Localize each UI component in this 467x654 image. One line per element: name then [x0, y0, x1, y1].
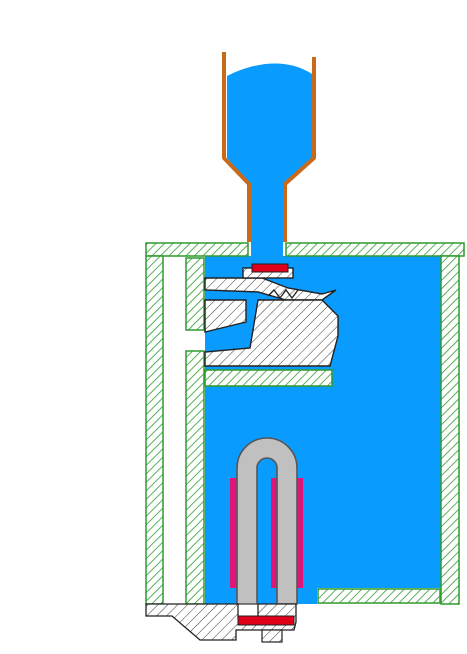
coil-left: [230, 478, 237, 588]
float-block: [204, 299, 339, 367]
valve-spring-icon: [267, 288, 299, 300]
top-wall-left: [145, 242, 249, 257]
inner-left-wall-lower: [185, 350, 205, 605]
float-valve-icon: [204, 263, 339, 367]
coil-mid: [271, 478, 278, 588]
chamber-icon: [145, 242, 465, 605]
inner-left-wall-upper: [185, 257, 205, 331]
top-wall-right: [285, 242, 465, 257]
heating-element-icon: [230, 437, 303, 605]
base-mount-icon: [145, 603, 297, 643]
float-shelf: [204, 369, 333, 387]
mount-nut: [261, 629, 283, 643]
outer-left-wall: [145, 255, 164, 605]
heater-tube: [236, 437, 298, 605]
right-wall: [440, 255, 460, 605]
float-body: [204, 299, 247, 333]
coil-right: [296, 478, 303, 588]
valve-lever: [204, 277, 337, 301]
bottom-ledge: [317, 588, 441, 604]
heater-seal-icon: [237, 615, 295, 626]
funnel-icon: [222, 52, 316, 257]
valve-seal-icon: [251, 263, 289, 273]
